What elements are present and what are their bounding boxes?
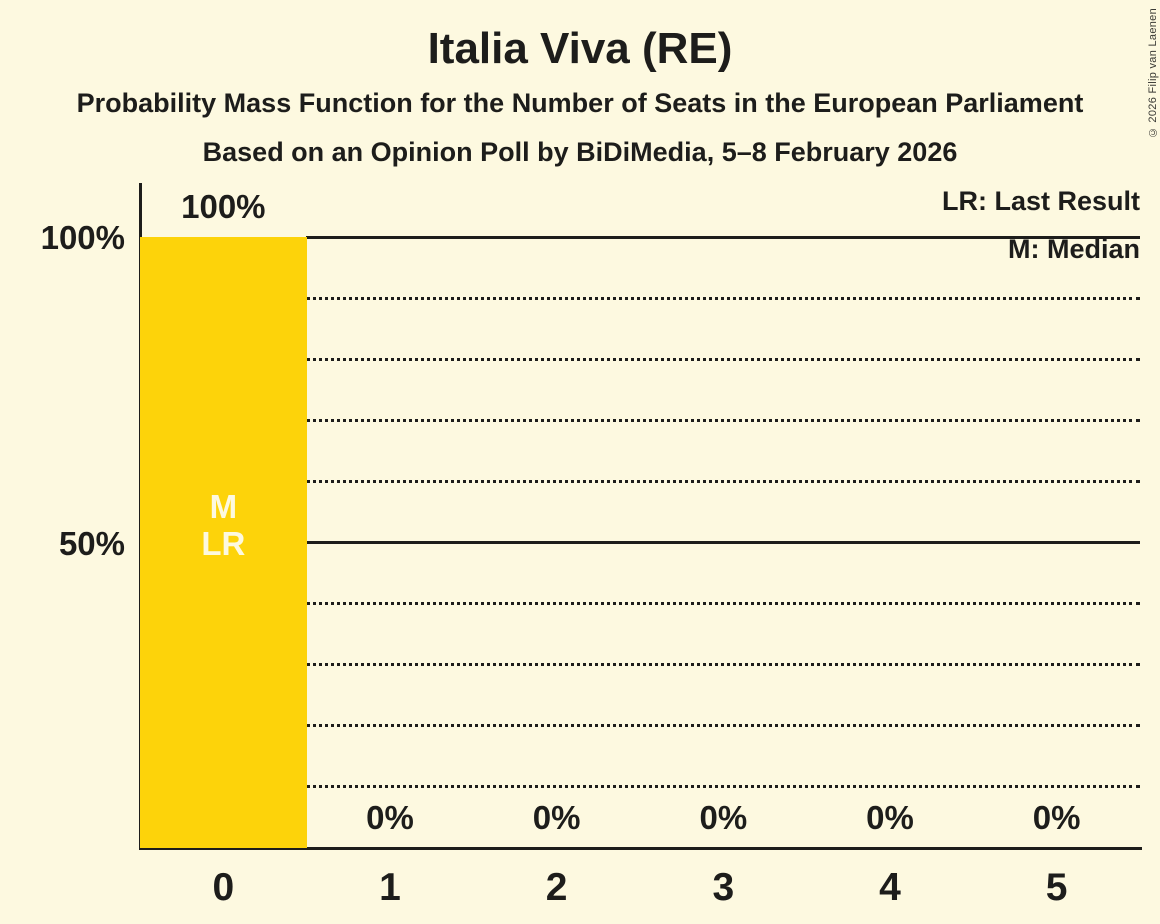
- bar-value-label-2: 0%: [532, 799, 581, 836]
- legend-median: M: Median: [1008, 234, 1140, 264]
- x-tick-label-2: 2: [545, 866, 568, 909]
- bar-value-label-1: 0%: [366, 799, 414, 836]
- x-tick-label-3: 3: [712, 866, 735, 909]
- gridline-dotted-60: [306, 479, 1140, 483]
- y-axis-label-100: 100%: [40, 219, 125, 256]
- x-axis-line: [139, 847, 1142, 850]
- gridline-dotted-10: [306, 785, 1140, 789]
- gridline-dotted-70: [306, 418, 1140, 422]
- bar-annotation-line-m: M: [209, 488, 238, 525]
- chart-subtitle-line2: Based on an Opinion Poll by BiDiMedia, 5…: [202, 137, 958, 167]
- legend-last-result: LR: Last Result: [941, 186, 1140, 216]
- gridline-solid-100: [306, 235, 1140, 239]
- x-tick-label-5: 5: [1045, 866, 1068, 909]
- bar-value-label-3: 0%: [699, 799, 748, 836]
- gridline-solid-50: [306, 541, 1140, 544]
- bar-seats-0: M LR: [140, 237, 307, 848]
- x-tick-label-1: 1: [379, 866, 401, 909]
- bar-annotation: M LR: [140, 488, 307, 562]
- y-axis-label-50: 50%: [58, 525, 125, 562]
- x-tick-label-4: 4: [879, 866, 901, 909]
- plot-area: M LR 100% 0% 0% 0% 0% 0%: [140, 189, 1140, 848]
- gridline-dotted-90: [306, 296, 1140, 300]
- bar-value-label-5: 0%: [1032, 799, 1081, 836]
- copyright-notice: © 2026 Filip van Laenen: [1147, 8, 1159, 139]
- gridline-dotted-80: [306, 357, 1140, 361]
- bar-value-label-0: 100%: [181, 188, 266, 225]
- chart-subtitle-line1: Probability Mass Function for the Number…: [76, 88, 1084, 118]
- bar-annotation-line-lr: LR: [201, 525, 246, 562]
- chart-title: Italia Viva (RE): [427, 24, 733, 73]
- gridline-dotted-30: [306, 663, 1140, 667]
- gridline-dotted-40: [306, 602, 1140, 606]
- x-tick-label-0: 0: [212, 866, 235, 909]
- bar-value-label-4: 0%: [866, 799, 914, 836]
- gridline-dotted-20: [306, 724, 1140, 728]
